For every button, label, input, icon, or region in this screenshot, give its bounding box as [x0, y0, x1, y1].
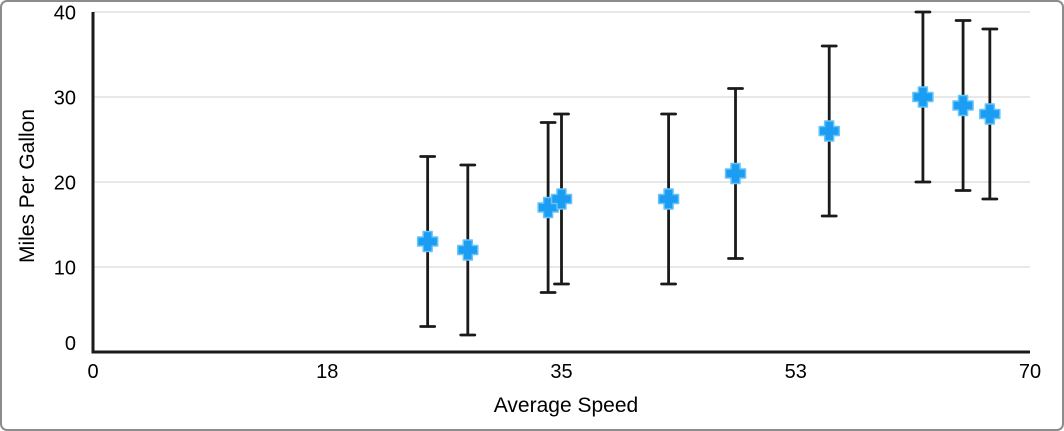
data-point-marker[interactable]: [457, 239, 479, 261]
data-point-marker[interactable]: [979, 103, 1001, 125]
x-tick-label: 70: [1019, 361, 1041, 383]
x-tick-label: 0: [87, 361, 98, 383]
data-point-marker[interactable]: [818, 120, 840, 142]
data-point-marker[interactable]: [657, 188, 680, 210]
x-axis-title: Average Speed: [494, 394, 638, 417]
data-point-marker[interactable]: [550, 188, 573, 210]
data-point-marker[interactable]: [416, 230, 439, 253]
x-tick-label: 18: [316, 361, 338, 383]
data-point-marker[interactable]: [537, 196, 559, 219]
tick-labels: 0 18 35 53 70 0 10 20 30 40: [54, 3, 1041, 384]
y-tick-label: 10: [54, 258, 76, 280]
data-points: [416, 86, 1001, 261]
x-tick-label: 35: [550, 361, 572, 383]
y-tick-label: 20: [54, 173, 76, 195]
data-point-marker[interactable]: [912, 86, 934, 108]
y-tick-label: 40: [54, 3, 76, 25]
y-tick-label: 30: [54, 88, 76, 110]
y-tick-label: 0: [65, 333, 76, 355]
error-bars: [419, 10, 999, 337]
data-point-marker[interactable]: [952, 94, 974, 117]
data-point-marker[interactable]: [724, 162, 747, 185]
axes: [91, 12, 1030, 354]
y-axis-title: Miles Per Gallon: [16, 109, 39, 263]
x-tick-label: 53: [785, 361, 807, 383]
